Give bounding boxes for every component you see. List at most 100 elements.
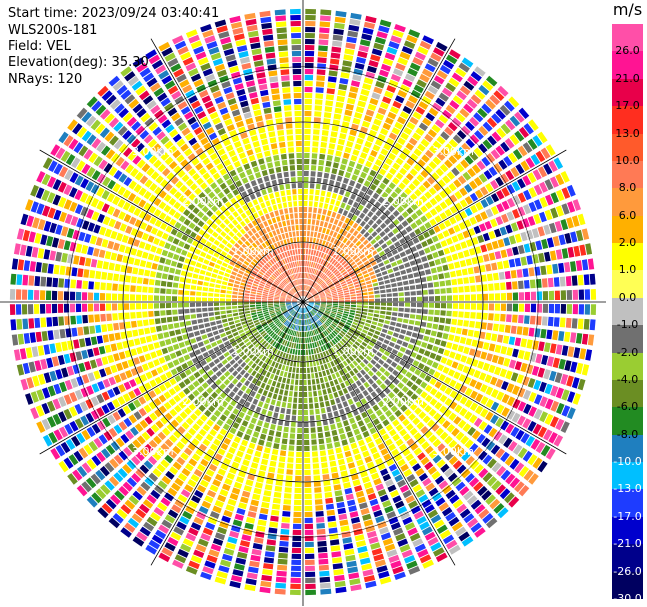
gate-cell	[153, 237, 160, 245]
gate-cell	[260, 280, 266, 285]
gate-cell	[157, 502, 168, 512]
gate-cell	[232, 309, 238, 313]
gate-cell	[266, 539, 276, 546]
gate-cell	[275, 309, 281, 313]
gate-cell	[271, 274, 277, 280]
gate-cell	[329, 368, 334, 374]
gate-cell	[379, 576, 392, 585]
gate-cell	[421, 68, 433, 78]
gate-cell	[220, 463, 229, 471]
gate-cell	[347, 249, 353, 255]
gate-cell	[410, 393, 419, 401]
gate-cell	[250, 291, 256, 295]
gate-cell	[390, 35, 402, 44]
gate-cell	[312, 309, 317, 314]
gate-cell	[107, 179, 116, 190]
gate-cell	[379, 182, 387, 190]
gate-cell	[484, 374, 492, 384]
gate-cell	[258, 470, 266, 477]
gate-cell	[312, 256, 315, 262]
gate-cell	[314, 295, 319, 298]
gate-cell	[299, 379, 303, 386]
gate-cell	[428, 260, 436, 267]
gate-cell	[271, 314, 277, 318]
gate-cell	[488, 230, 496, 240]
gate-cell	[286, 305, 292, 308]
gate-cell	[342, 285, 348, 289]
gate-cell	[465, 239, 473, 247]
gate-cell	[481, 490, 492, 501]
gate-cell	[325, 248, 330, 254]
gate-cell	[263, 342, 269, 348]
gate-cell	[131, 320, 137, 328]
gate-cell	[250, 326, 256, 332]
gate-cell	[71, 435, 81, 447]
gate-cell	[118, 485, 129, 497]
gate-cell	[394, 24, 406, 33]
gate-cell	[331, 331, 336, 337]
gate-cell	[99, 368, 107, 378]
gate-cell	[406, 157, 415, 166]
gate-cell	[111, 303, 118, 311]
gate-cell	[332, 278, 338, 283]
gate-cell	[504, 100, 515, 112]
gate-cell	[433, 75, 445, 85]
gate-cell	[194, 489, 204, 499]
gate-cell	[390, 73, 401, 82]
gate-cell	[318, 290, 324, 294]
gate-cell	[96, 335, 104, 344]
gate-cell	[325, 308, 331, 311]
gate-cell	[337, 458, 345, 466]
gate-cell	[257, 387, 264, 394]
gate-cell	[337, 377, 343, 384]
gate-cell	[401, 549, 413, 558]
gate-cell	[220, 559, 232, 568]
gate-cell	[343, 287, 349, 291]
gate-cell	[379, 494, 389, 503]
gate-cell	[329, 274, 335, 280]
gate-cell	[335, 262, 341, 268]
gate-cell	[333, 245, 338, 252]
gate-cell	[522, 218, 530, 228]
gate-cell	[257, 326, 263, 331]
gate-cell	[271, 324, 277, 330]
gate-cell	[371, 374, 379, 381]
gate-cell	[333, 279, 339, 284]
gate-cell	[397, 246, 404, 253]
gate-cell	[399, 111, 410, 120]
gate-cell	[238, 311, 245, 315]
gate-cell	[326, 280, 332, 285]
gate-cell	[287, 315, 292, 320]
gate-cell	[537, 166, 548, 178]
gate-cell	[561, 203, 570, 215]
gate-cell	[440, 131, 450, 141]
gate-cell	[247, 396, 254, 403]
gate-cell	[410, 308, 416, 313]
gate-cell	[192, 389, 200, 397]
gate-cell	[448, 182, 457, 192]
gate-cell	[360, 507, 370, 516]
gate-cell	[165, 295, 172, 301]
gate-cell	[528, 473, 539, 485]
gate-cell	[323, 112, 332, 119]
gate-cell	[114, 490, 125, 501]
gate-cell	[529, 279, 536, 289]
gate-cell	[320, 273, 325, 279]
gate-cell	[203, 453, 212, 462]
gate-cell	[304, 499, 312, 506]
gate-cell	[195, 544, 207, 553]
gate-cell	[178, 381, 186, 389]
gate-cell	[141, 294, 148, 301]
gate-cell	[344, 171, 352, 179]
gate-cell	[512, 246, 519, 256]
gate-cell	[350, 516, 361, 524]
gate-cell	[488, 427, 498, 438]
gate-cell	[395, 62, 406, 71]
gate-cell	[204, 276, 211, 282]
gate-cell	[159, 295, 166, 301]
gate-cell	[89, 270, 96, 279]
gate-cell	[199, 479, 209, 488]
gate-cell	[392, 100, 402, 109]
gate-cell	[565, 317, 572, 328]
gate-cell	[362, 166, 370, 174]
